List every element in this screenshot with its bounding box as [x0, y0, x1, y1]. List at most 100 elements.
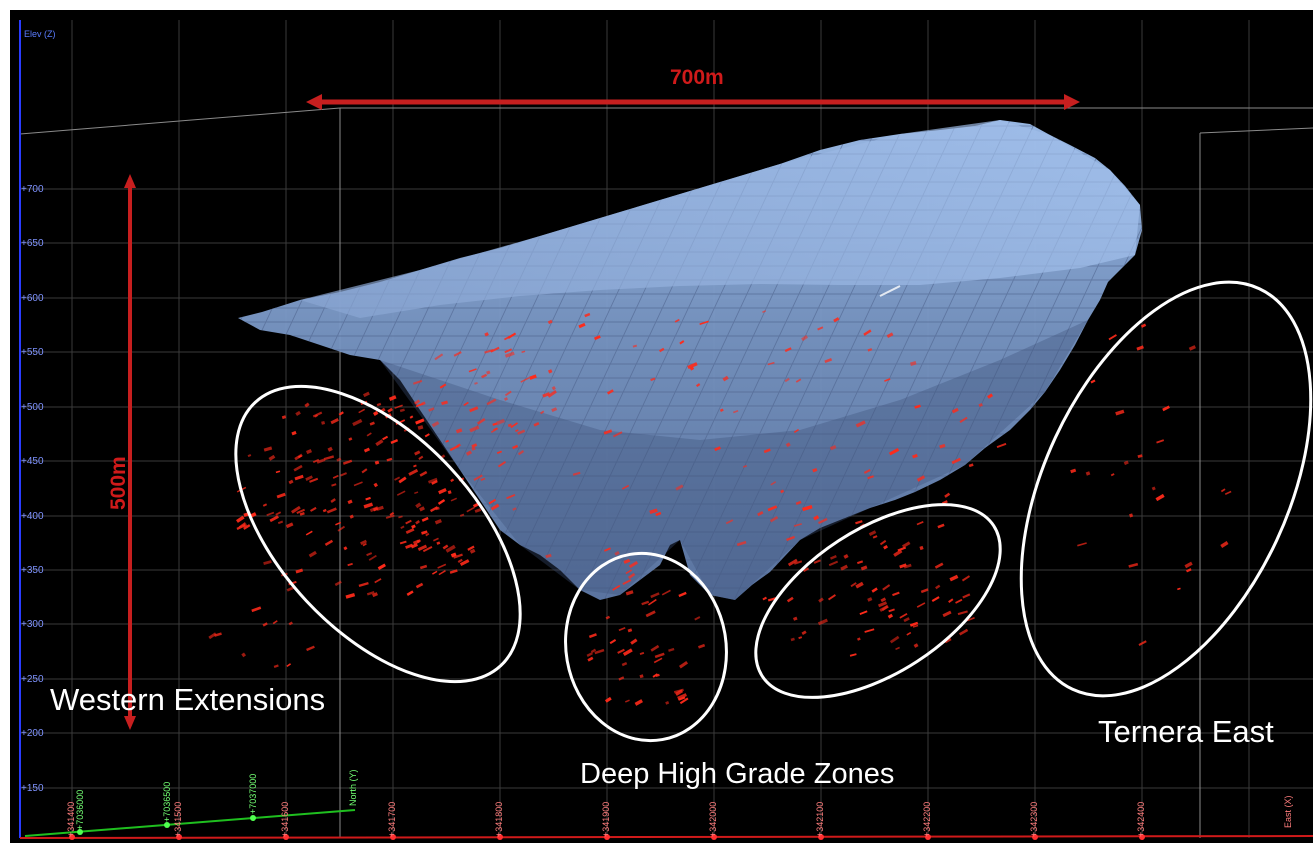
drill-intercept	[1138, 640, 1147, 646]
drill-intercept	[795, 500, 802, 506]
drill-intercept	[886, 332, 894, 339]
drill-intercept	[450, 552, 457, 558]
drill-intercept	[298, 454, 303, 459]
east-tick: +341700	[387, 801, 397, 837]
drill-intercept	[1070, 468, 1077, 474]
3d-viewer-canvas[interactable]: Elev (Z) +700 +650 +600 +550 +500 +450 +…	[10, 10, 1313, 843]
drill-intercept	[901, 541, 911, 548]
drill-intercept	[813, 559, 821, 564]
drill-intercept	[803, 567, 810, 573]
drill-intercept	[361, 468, 368, 474]
drill-intercept	[587, 656, 594, 662]
drill-intercept	[277, 520, 284, 525]
drill-intercept	[504, 390, 512, 397]
drill-intercept	[386, 457, 393, 462]
drill-intercept	[394, 476, 401, 481]
drill-intercept	[375, 439, 384, 447]
drill-intercept	[504, 351, 515, 358]
elev-tick: +500	[21, 402, 44, 413]
drill-intercept	[459, 513, 465, 517]
drill-intercept	[1188, 345, 1196, 351]
drill-intercept	[484, 348, 494, 354]
drill-intercept	[572, 471, 581, 476]
east-tick: +342000	[708, 801, 718, 837]
drill-intercept	[603, 429, 613, 435]
drill-intercept	[374, 578, 382, 584]
drill-intercept	[1110, 473, 1115, 477]
east-tick: +341600	[280, 801, 290, 837]
drill-intercept	[342, 459, 353, 465]
drill-intercept	[1220, 488, 1226, 493]
drill-intercept	[466, 506, 475, 513]
drill-intercept	[411, 524, 416, 529]
drill-intercept	[855, 420, 866, 428]
drill-intercept	[517, 429, 526, 435]
drill-intercept	[449, 444, 459, 452]
drill-intercept	[649, 508, 658, 515]
drill-intercept	[787, 558, 798, 567]
drill-intercept	[468, 368, 477, 373]
drill-intercept	[1129, 513, 1134, 518]
drill-intercept	[659, 347, 665, 353]
drill-intercept	[236, 515, 245, 523]
drill-intercept	[855, 520, 863, 525]
drill-intercept	[497, 460, 507, 468]
drill-intercept	[348, 437, 353, 441]
drill-intercept	[421, 530, 428, 535]
drill-intercept	[312, 411, 323, 418]
drill-intercept	[677, 693, 687, 700]
drill-intercept	[412, 539, 420, 545]
drill-intercept	[414, 450, 421, 456]
east-axis-dots	[69, 834, 1145, 840]
drill-intercept	[957, 610, 968, 616]
drill-intercept	[467, 545, 475, 551]
drill-intercept	[678, 696, 686, 701]
drill-intercept	[486, 398, 497, 406]
elev-tick: +200	[21, 728, 44, 739]
drill-intercept	[405, 527, 415, 535]
drill-intercept	[214, 632, 222, 637]
drill-intercept	[767, 505, 778, 512]
drill-intercept	[679, 660, 689, 669]
drill-intercept	[785, 442, 791, 448]
drill-intercept	[415, 402, 424, 408]
drill-intercept	[474, 508, 482, 513]
vertical-scale-arrow	[124, 174, 136, 730]
drill-intercept	[434, 353, 444, 361]
drill-intercept	[551, 386, 556, 391]
drill-intercept	[385, 514, 395, 519]
drill-intercept	[618, 676, 625, 681]
drill-intercept	[331, 483, 337, 487]
north-tick: +7036000	[75, 789, 85, 830]
drill-intercept	[428, 407, 435, 412]
drill-intercept	[330, 498, 336, 503]
drill-intercept	[436, 541, 441, 545]
drill-intercept	[414, 399, 421, 405]
drill-intercept	[417, 544, 428, 551]
drill-intercept	[347, 499, 353, 505]
drill-intercept	[1090, 379, 1096, 384]
drill-intercept	[830, 554, 837, 560]
drill-intercept	[493, 427, 498, 431]
drill-intercept	[910, 361, 917, 366]
drill-intercept	[652, 673, 659, 678]
zone-outlines	[234, 280, 1313, 743]
drill-intercept	[512, 507, 517, 511]
drill-intercept	[899, 563, 907, 569]
elev-tick: +650	[21, 238, 44, 249]
drill-intercept	[872, 535, 878, 539]
drill-intercept	[612, 584, 621, 591]
drill-intercept	[617, 648, 625, 654]
drill-intercept	[390, 438, 399, 445]
drill-intercept	[817, 326, 824, 331]
drill-intercept	[449, 569, 458, 574]
drill-intercept	[679, 697, 689, 705]
drill-intercept	[450, 478, 455, 483]
drill-intercept	[1108, 334, 1117, 341]
drill-intercept	[288, 479, 294, 485]
drill-intercept	[413, 379, 423, 385]
drill-intercept	[949, 574, 959, 582]
drill-intercept	[679, 340, 685, 345]
drill-intercept	[757, 510, 764, 517]
drill-intercept	[916, 521, 924, 526]
